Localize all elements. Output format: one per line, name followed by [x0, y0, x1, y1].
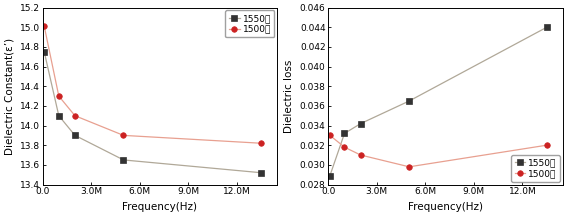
- X-axis label: Frequency(Hz): Frequency(Hz): [122, 202, 197, 212]
- 1550도: [56, 114, 62, 117]
- Line: 1500도: 1500도: [41, 24, 264, 146]
- 1500도: [120, 134, 127, 137]
- 1550도: [357, 122, 364, 125]
- Legend: 1550도, 1500도: 1550도, 1500도: [511, 155, 560, 182]
- 1550도: [257, 172, 264, 174]
- 1500도: [341, 146, 348, 148]
- Line: 1550도: 1550도: [41, 49, 264, 175]
- Line: 1500도: 1500도: [327, 133, 549, 170]
- 1550도: [71, 134, 78, 137]
- 1550도: [120, 159, 127, 161]
- Y-axis label: Dielectric loss: Dielectric loss: [284, 59, 294, 133]
- 1550도: [406, 100, 413, 102]
- Line: 1550도: 1550도: [327, 25, 549, 178]
- Y-axis label: Dielectric Constant(ε’): Dielectric Constant(ε’): [4, 38, 14, 155]
- 1500도: [71, 114, 78, 117]
- 1500도: [257, 142, 264, 145]
- Legend: 1550도, 1500도: 1550도, 1500도: [225, 10, 274, 37]
- 1550도: [543, 26, 550, 29]
- 1550도: [41, 51, 48, 53]
- 1500도: [56, 95, 62, 97]
- X-axis label: Frequency(Hz): Frequency(Hz): [408, 202, 483, 212]
- 1500도: [543, 144, 550, 146]
- 1500도: [41, 25, 48, 28]
- 1550도: [341, 132, 348, 135]
- 1500도: [327, 134, 333, 137]
- 1550도: [327, 174, 333, 177]
- 1500도: [406, 165, 413, 168]
- 1500도: [357, 154, 364, 156]
